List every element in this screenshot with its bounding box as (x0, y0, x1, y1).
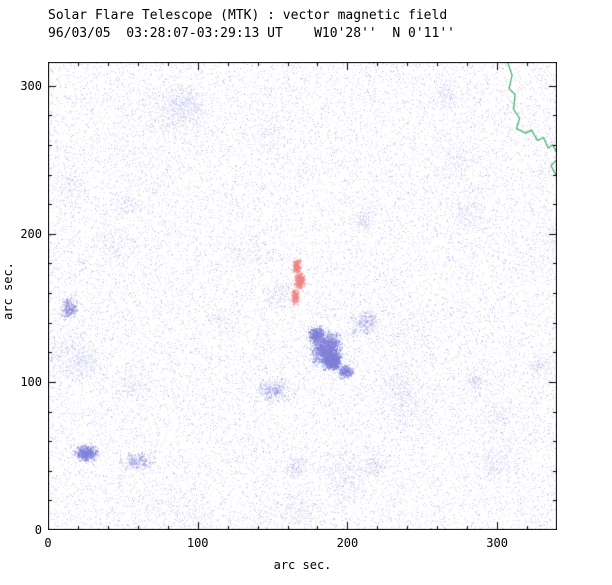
x-tick-label: 300 (486, 536, 508, 550)
y-axis-label: arc sec. (1, 262, 15, 320)
magnetogram-canvas (48, 62, 557, 530)
x-axis-label: arc sec. (273, 558, 332, 572)
chart-title: Solar Flare Telescope (MTK) : vector mag… (48, 8, 448, 23)
y-tick-label: 100 (20, 374, 42, 389)
x-tick-label: 0 (44, 536, 52, 550)
plot-area (48, 62, 557, 530)
x-tick-label: 100 (186, 536, 209, 550)
y-tick-label: 300 (20, 78, 42, 93)
y-tick-label: 0 (34, 523, 42, 537)
chart-subtitle: 96/03/05 03:28:07-03:29:13 UT W10'28'' N… (48, 26, 455, 41)
x-tick-label: 200 (336, 536, 359, 550)
y-tick-label: 200 (20, 226, 42, 241)
